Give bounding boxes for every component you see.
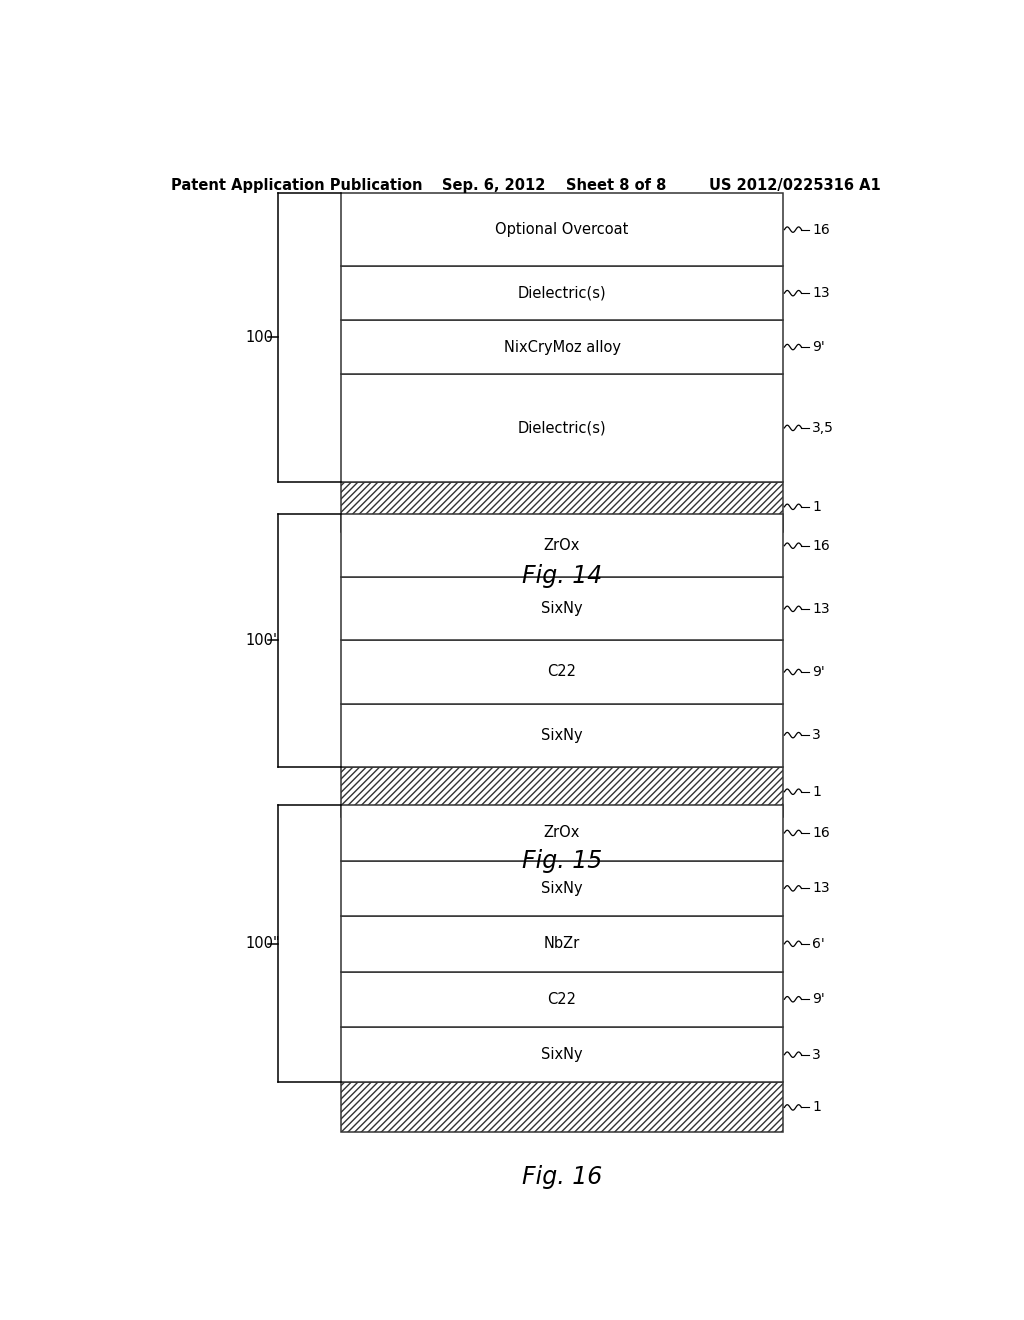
Bar (341, 374, 783, 482)
Bar (341, 767, 783, 817)
Text: 6': 6' (812, 937, 825, 950)
Text: 100': 100' (246, 632, 278, 648)
Text: 1: 1 (812, 1101, 821, 1114)
Text: 3: 3 (812, 729, 821, 742)
Bar (341, 267, 783, 321)
Text: 9': 9' (812, 341, 825, 354)
Text: 13: 13 (812, 286, 829, 300)
Bar (341, 321, 783, 374)
Text: 1: 1 (812, 500, 821, 513)
Bar (341, 193, 783, 267)
Text: Optional Overcoat: Optional Overcoat (496, 222, 629, 238)
Bar (341, 1082, 783, 1133)
Text: US 2012/0225316 A1: US 2012/0225316 A1 (710, 178, 881, 193)
Text: 16: 16 (812, 223, 830, 236)
Text: 100: 100 (246, 330, 273, 345)
Text: Sep. 6, 2012: Sep. 6, 2012 (442, 178, 545, 193)
Text: 9': 9' (812, 993, 825, 1006)
Text: Patent Application Publication: Patent Application Publication (171, 178, 422, 193)
Bar (341, 916, 783, 972)
Bar (341, 805, 783, 861)
Text: SixNy: SixNy (542, 880, 583, 896)
Bar (341, 577, 783, 640)
Bar (341, 640, 783, 704)
Text: ZrOx: ZrOx (544, 539, 581, 553)
Text: ZrOx: ZrOx (544, 825, 581, 841)
Text: C22: C22 (548, 664, 577, 680)
Text: 16: 16 (812, 539, 830, 553)
Text: C22: C22 (548, 991, 577, 1007)
Text: 3,5: 3,5 (812, 421, 835, 434)
Text: Sheet 8 of 8: Sheet 8 of 8 (566, 178, 667, 193)
Text: Fig. 15: Fig. 15 (522, 849, 602, 873)
Text: 3: 3 (812, 1048, 821, 1061)
Bar (341, 1027, 783, 1082)
Text: 100": 100" (246, 936, 281, 952)
Text: 16: 16 (812, 826, 830, 840)
Text: 13: 13 (812, 602, 829, 616)
Bar (341, 861, 783, 916)
Text: Fig. 14: Fig. 14 (522, 564, 602, 589)
Bar (341, 513, 783, 577)
Text: 9': 9' (812, 665, 825, 678)
Text: Fig. 16: Fig. 16 (522, 1164, 602, 1189)
Text: SixNy: SixNy (542, 602, 583, 616)
Text: Dielectric(s): Dielectric(s) (518, 420, 606, 436)
Text: NbZr: NbZr (544, 936, 581, 952)
Bar (341, 482, 783, 532)
Text: SixNy: SixNy (542, 1047, 583, 1063)
Bar (341, 972, 783, 1027)
Bar (341, 704, 783, 767)
Text: 1: 1 (812, 784, 821, 799)
Text: SixNy: SixNy (542, 727, 583, 743)
Text: Dielectric(s): Dielectric(s) (518, 285, 606, 301)
Text: NixCryMoz alloy: NixCryMoz alloy (504, 339, 621, 355)
Text: 13: 13 (812, 882, 829, 895)
